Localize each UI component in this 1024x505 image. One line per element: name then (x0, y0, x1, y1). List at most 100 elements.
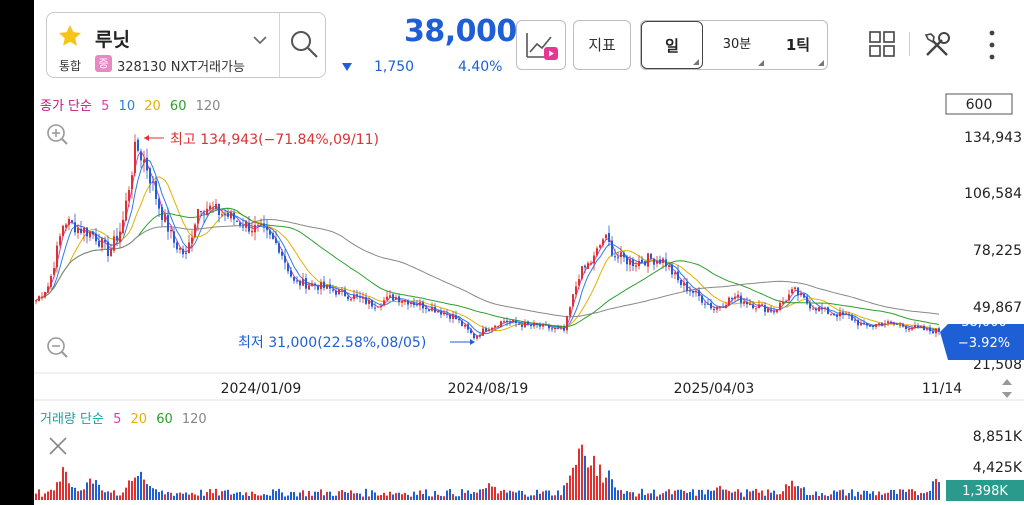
volume-bar (626, 491, 628, 500)
tools-icon[interactable] (922, 30, 952, 60)
candle (470, 327, 472, 335)
candle (479, 332, 481, 339)
candle (170, 226, 172, 239)
candle (752, 301, 754, 310)
volume-bar (551, 495, 553, 500)
grid-icon[interactable] (868, 30, 896, 58)
more-vert-icon[interactable] (984, 28, 1000, 62)
volume-bar (281, 492, 283, 500)
volume-bar (860, 494, 862, 500)
candle (317, 285, 319, 295)
price-chart[interactable]: 종가 단순 5 10 20 60 120 600 최고 134,943(−71.… (34, 88, 1024, 505)
volume-bar (137, 475, 139, 500)
candle (404, 299, 406, 305)
candle (356, 289, 358, 300)
volume-bar (191, 492, 193, 500)
candle (344, 286, 346, 297)
x-tick-label: 2024/01/09 (221, 381, 302, 397)
volume-bar (230, 494, 232, 500)
volume-bar (749, 491, 751, 500)
close-icon[interactable] (49, 437, 67, 455)
volume-bar (155, 489, 157, 500)
candle (206, 201, 208, 216)
volume-bar (671, 494, 673, 500)
chart-type-button[interactable] (516, 20, 566, 70)
candle (416, 299, 418, 307)
zoom-in-icon[interactable] (47, 124, 68, 145)
volume-bar (215, 488, 217, 500)
volume-bar (572, 467, 574, 500)
candle (269, 227, 271, 240)
volume-bar (74, 487, 76, 500)
volume-bar (902, 489, 904, 500)
period-tick-label: 1틱 (785, 36, 811, 54)
candle (389, 290, 391, 298)
candle (203, 209, 205, 223)
chevron-down-icon[interactable] (253, 35, 267, 45)
volume-bar (407, 494, 409, 500)
candle (788, 289, 790, 303)
candle (644, 260, 646, 267)
candle (38, 295, 40, 302)
candle (542, 323, 544, 330)
candle (725, 301, 727, 309)
candle (527, 320, 529, 327)
volume-bar (512, 491, 514, 500)
candle (131, 171, 133, 199)
volume-bar (812, 494, 814, 500)
candle (44, 291, 46, 299)
indicator-button[interactable]: 지표 (573, 20, 631, 70)
volume-bar (293, 492, 295, 500)
volume-bar (479, 489, 481, 500)
candle (71, 220, 73, 225)
period-30min-tab[interactable]: 30분 (707, 21, 767, 69)
candle (146, 148, 148, 179)
period-tick-tab[interactable]: 1틱 (769, 21, 827, 69)
candle (617, 251, 619, 263)
period-30min-label: 30분 (722, 37, 752, 52)
zoom-out-icon[interactable] (47, 337, 68, 358)
scroll-arrows[interactable] (1002, 379, 1012, 398)
candle (659, 255, 661, 265)
volume-bar (200, 489, 202, 500)
star-icon[interactable] (57, 23, 83, 49)
stock-selector[interactable]: 루닛 통합 증 328130 NXT거래가능 (46, 12, 326, 78)
view-count-box[interactable] (945, 93, 1013, 115)
candle (665, 252, 667, 272)
volume-bar (584, 455, 586, 500)
period-day-tab[interactable]: 일 (641, 21, 703, 69)
volume-bar (455, 496, 457, 500)
candle (803, 292, 805, 299)
volume-bar (320, 489, 322, 500)
candle (608, 225, 610, 247)
candle (740, 292, 742, 308)
candle (632, 257, 634, 271)
candle (548, 323, 550, 332)
candle (368, 297, 370, 310)
candle (251, 222, 253, 237)
volume-bar (647, 493, 649, 500)
volume-bar (416, 494, 418, 500)
price-legend: 종가 단순 5 10 20 60 120 (40, 99, 220, 114)
volume-bar (668, 489, 670, 500)
candle (857, 319, 859, 330)
volume-bar (491, 486, 493, 500)
volume-bar (83, 489, 85, 500)
candle (596, 246, 598, 257)
candle (863, 319, 865, 325)
ma5-line (35, 149, 940, 337)
candle (398, 294, 400, 306)
candle (851, 313, 853, 321)
volume-bar (389, 491, 391, 500)
volume-bar (938, 482, 940, 500)
candle (497, 325, 499, 328)
candle (119, 222, 121, 248)
candle (521, 321, 523, 331)
volume-bar (50, 489, 52, 500)
corner-mark (693, 59, 699, 65)
volume-bar (296, 496, 298, 500)
candle (719, 306, 721, 311)
volume-bar (260, 495, 262, 500)
search-icon[interactable] (289, 29, 319, 59)
volume-bar (641, 488, 643, 500)
